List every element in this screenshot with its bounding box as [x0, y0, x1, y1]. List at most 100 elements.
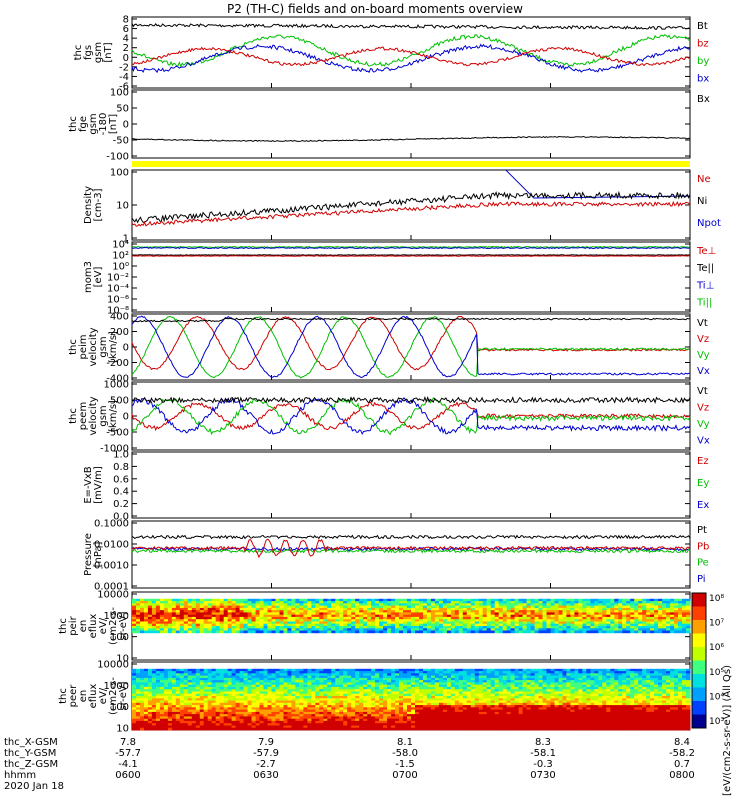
- spectrogram-cell: [371, 598, 376, 602]
- spectrogram-cell: [450, 628, 456, 631]
- spectrogram-cell: [307, 612, 312, 616]
- spectrogram-cell: [339, 610, 344, 613]
- spectrogram-cell: [670, 630, 675, 634]
- spectrogram-cell: [426, 711, 432, 715]
- spectrogram-cell: [454, 626, 460, 629]
- y-axis-label: [nPa]: [93, 541, 104, 567]
- spectrogram-cell: [195, 630, 201, 634]
- spectrogram-cell: [339, 605, 344, 609]
- spectrogram-cell: [654, 607, 659, 611]
- spectrogram-cell: [638, 603, 643, 606]
- spectrogram-cell: [538, 621, 543, 625]
- spectrogram-cell: [646, 612, 651, 616]
- spectrogram-cell: [175, 714, 181, 717]
- spectrogram-cell: [434, 671, 440, 674]
- spectrogram-cell: [327, 689, 332, 692]
- spectrogram-cell: [167, 675, 173, 679]
- spectrogram-cell: [219, 718, 225, 722]
- spectrogram-cell: [279, 696, 284, 699]
- spectrogram-cell: [259, 677, 264, 681]
- legend-Vy: Vy: [697, 350, 710, 361]
- spectrogram-cell: [299, 725, 304, 729]
- spectrogram-cell: [498, 700, 504, 704]
- spectrogram-cell: [494, 677, 500, 681]
- spectrogram-cell: [247, 686, 252, 690]
- spectrogram-cell: [235, 682, 240, 686]
- spectrogram-cell: [482, 621, 488, 625]
- spectrogram-cell: [136, 689, 141, 692]
- spectrogram-cell: [251, 693, 256, 697]
- spectrogram-cell: [375, 702, 380, 706]
- spectrogram-cell: [442, 707, 448, 710]
- spectrogram-cell: [347, 684, 352, 688]
- spectrogram-cell: [327, 621, 332, 625]
- spectrogram-cell: [482, 675, 488, 679]
- spectrogram-cell: [490, 671, 496, 674]
- spectrogram-cell: [419, 714, 424, 717]
- spectrogram-cell: [259, 614, 264, 618]
- spectrogram-cell: [179, 605, 185, 609]
- spectrogram-cell: [363, 610, 368, 613]
- spectrogram-cell: [434, 700, 440, 704]
- spectrogram-cell: [554, 628, 559, 631]
- spectrogram-cell: [335, 677, 340, 681]
- spectrogram-cell: [171, 711, 177, 715]
- spectrogram-cell: [590, 603, 595, 606]
- spectrogram-cell: [470, 682, 476, 686]
- spectrogram-cell: [163, 677, 169, 681]
- spectrogram-cell: [411, 709, 416, 713]
- spectrogram-cell: [155, 610, 161, 613]
- spectrogram-cell: [670, 598, 675, 602]
- spectrogram-cell: [171, 628, 177, 631]
- spectrogram-cell: [686, 607, 691, 611]
- spectrogram-cell: [622, 607, 627, 611]
- spectrogram-cell: [498, 612, 504, 616]
- spectrogram-cell: [375, 621, 380, 625]
- series-by: [131, 33, 691, 68]
- spectrogram-cell: [323, 686, 328, 690]
- spectrogram-cell: [546, 607, 551, 611]
- y-tick-label: 10⁻⁸: [107, 306, 129, 317]
- spectrogram-cell: [207, 698, 213, 701]
- spectrogram-cell: [207, 716, 213, 720]
- y-axis-label: Density: [83, 186, 94, 224]
- spectrogram-cell: [375, 723, 380, 726]
- spectrogram-cell: [183, 671, 189, 674]
- spectrogram-cell: [327, 614, 332, 618]
- spectrogram-cell: [367, 684, 372, 688]
- spectrogram-cell: [199, 598, 205, 602]
- spectrogram-cell: [502, 616, 508, 620]
- y-tick-label: 0: [123, 120, 129, 131]
- spectrogram-cell: [419, 702, 424, 706]
- spectrogram-cell: [566, 598, 571, 602]
- spectrogram-cell: [251, 677, 256, 681]
- spectrogram-cell: [263, 630, 268, 634]
- spectrogram-cell: [387, 605, 392, 609]
- spectrogram-cell: [363, 630, 368, 634]
- spectrogram-cell: [442, 623, 448, 627]
- y-tick-label: 10: [116, 724, 129, 735]
- spectrogram-cell: [454, 702, 460, 706]
- spectrogram-cell: [199, 612, 205, 616]
- spectrogram-cell: [466, 698, 472, 701]
- series-Npot: [505, 169, 691, 199]
- spectrogram-cell: [446, 610, 452, 613]
- spectrogram-cell: [327, 675, 332, 679]
- spectrogram-cell: [526, 601, 531, 604]
- spectrogram-cell: [191, 630, 197, 634]
- spectrogram-cell: [355, 630, 360, 634]
- spectrogram-cell: [498, 671, 504, 674]
- spectrogram-cell: [255, 718, 260, 722]
- spectrogram-cell: [466, 619, 472, 622]
- spectrogram-cell: [379, 628, 384, 631]
- spectrogram-cell: [327, 696, 332, 699]
- spectrogram-cell: [502, 682, 508, 686]
- spectrogram-cell: [526, 598, 531, 602]
- spectrogram-cell: [602, 607, 607, 611]
- spectrogram-cell: [462, 675, 468, 679]
- spectrogram-cell: [207, 621, 213, 625]
- spectrogram-cell: [291, 718, 296, 722]
- spectrogram-cell: [271, 598, 276, 602]
- spectrogram-cell: [478, 628, 484, 631]
- spectrogram-cell: [255, 696, 260, 699]
